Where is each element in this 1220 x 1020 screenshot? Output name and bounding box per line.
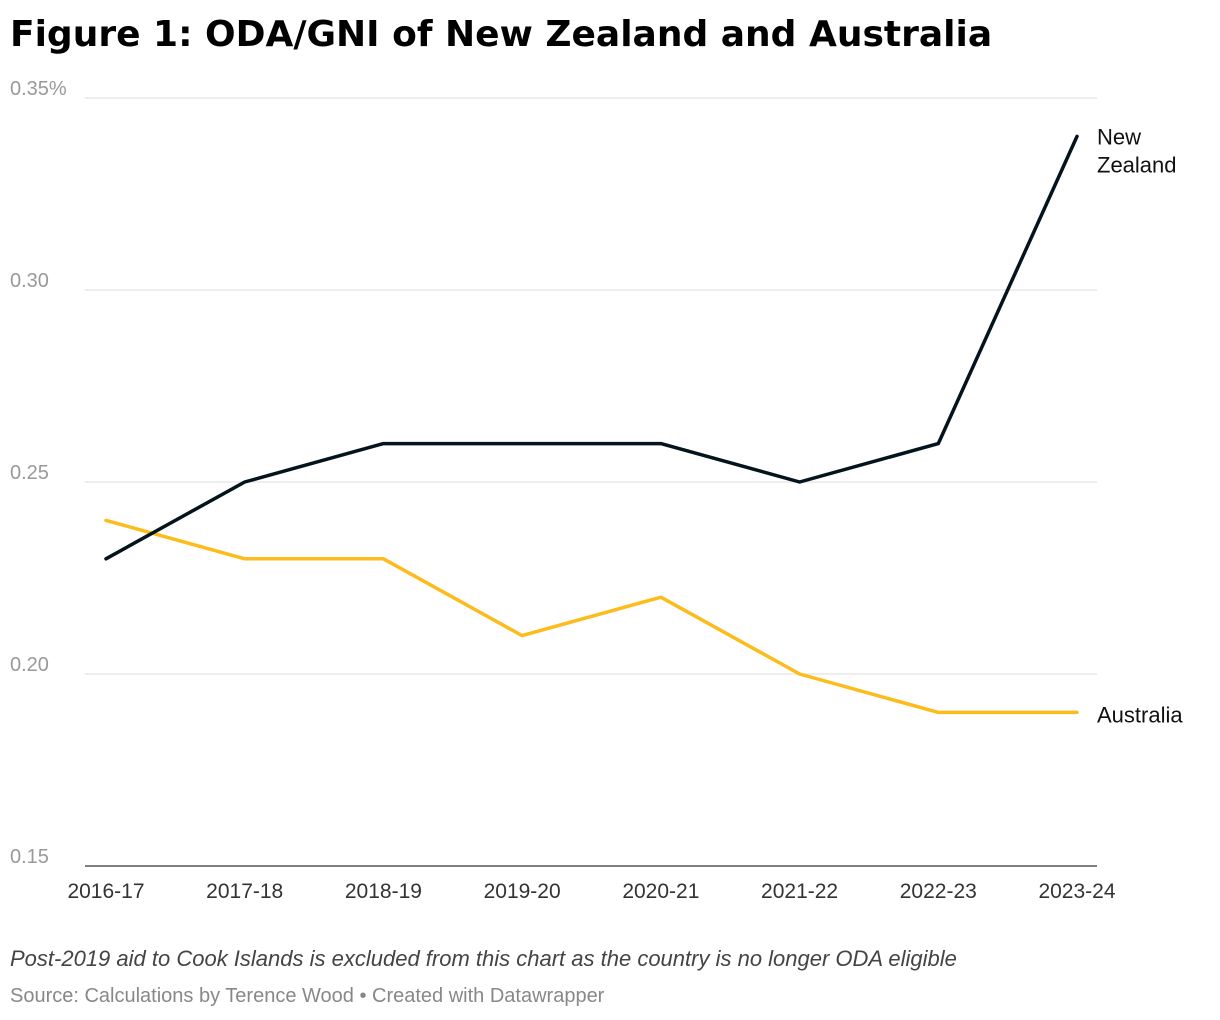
new-zealand-label: New Zealand — [1097, 124, 1177, 177]
y-axis-tick-labels: 0.35% 0.30 0.25 0.20 0.15 — [10, 78, 67, 868]
series-labels: New Zealand Australia — [1097, 124, 1183, 727]
y-tick-label: 0.15 — [10, 846, 49, 868]
chart-title: Figure 1: ODA/GNI of New Zealand and Aus… — [10, 14, 993, 55]
source-credit: Source: Calculations by Terence Wood • C… — [10, 985, 605, 1007]
x-tick-label: 2019-20 — [484, 880, 561, 903]
australia-label: Australia — [1097, 702, 1183, 727]
gridlines — [85, 97, 1097, 867]
australia-line — [104, 518, 1079, 715]
x-axis-tick-labels: 2016-17 2017-18 2018-19 2019-20 2020-21 2021-… — [67, 880, 1115, 903]
x-tick-label: 2021-22 — [761, 880, 838, 903]
x-tick-label: 2016-17 — [67, 880, 144, 903]
y-tick-label: 0.30 — [10, 270, 49, 292]
y-tick-label: 0.20 — [10, 654, 49, 676]
chart-note: Post-2019 aid to Cook Islands is exclude… — [10, 946, 957, 971]
series-lines — [104, 134, 1079, 715]
x-tick-label: 2017-18 — [206, 880, 283, 903]
new-zealand-label-line: New — [1097, 124, 1141, 149]
x-tick-label: 2020-21 — [622, 880, 699, 903]
new-zealand-line — [104, 134, 1079, 561]
new-zealand-label-line: Zealand — [1097, 152, 1177, 177]
y-tick-label: 0.25 — [10, 462, 49, 484]
x-tick-label: 2023-24 — [1038, 880, 1115, 903]
x-tick-label: 2022-23 — [900, 880, 977, 903]
x-tick-label: 2018-19 — [345, 880, 422, 903]
y-tick-label: 0.35% — [10, 78, 67, 100]
australia-label-line: Australia — [1097, 702, 1183, 727]
